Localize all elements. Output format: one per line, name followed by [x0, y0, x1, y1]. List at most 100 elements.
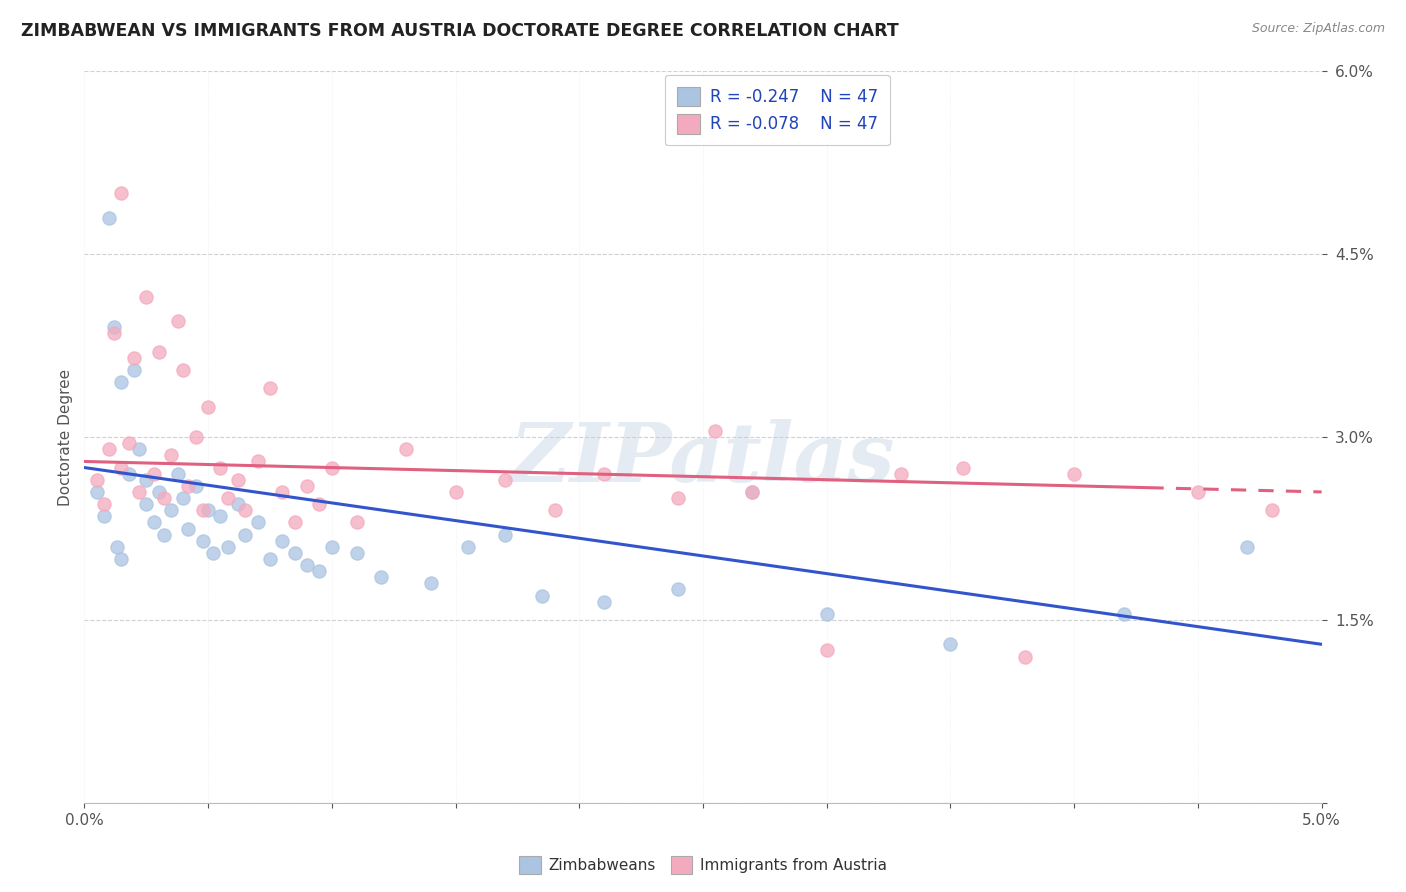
Point: [419, 576, 441, 591]
Point: [184, 430, 207, 444]
Text: Source: ZipAtlas.com: Source: ZipAtlas.com: [1251, 22, 1385, 36]
Point: [167, 314, 190, 328]
Point: [98, 442, 121, 457]
Point: [952, 460, 974, 475]
Point: [209, 460, 232, 475]
Point: [246, 516, 269, 530]
Point: [1063, 467, 1085, 481]
Point: [217, 491, 239, 505]
Point: [135, 497, 157, 511]
Point: [1112, 607, 1135, 621]
Point: [295, 479, 318, 493]
Point: [184, 479, 207, 493]
Point: [172, 491, 194, 505]
Point: [1261, 503, 1284, 517]
Point: [118, 467, 141, 481]
Point: [494, 473, 516, 487]
Point: [152, 491, 174, 505]
Point: [593, 467, 616, 481]
Point: [110, 552, 132, 566]
Point: [167, 467, 190, 481]
Point: [103, 326, 125, 341]
Point: [93, 509, 115, 524]
Point: [209, 509, 232, 524]
Point: [142, 516, 165, 530]
Point: [346, 546, 368, 560]
Point: [271, 533, 294, 548]
Point: [704, 424, 727, 438]
Point: [346, 516, 368, 530]
Point: [531, 589, 554, 603]
Point: [135, 473, 157, 487]
Point: [1187, 485, 1209, 500]
Point: [233, 527, 256, 541]
Point: [128, 485, 150, 500]
Point: [321, 460, 343, 475]
Point: [148, 344, 170, 359]
Point: [741, 485, 763, 500]
Point: [271, 485, 294, 500]
Point: [128, 442, 150, 457]
Point: [122, 351, 145, 365]
Point: [103, 320, 125, 334]
Point: [1236, 540, 1258, 554]
Point: [666, 582, 689, 597]
Point: [177, 479, 200, 493]
Point: [197, 503, 219, 517]
Point: [110, 375, 132, 389]
Point: [172, 363, 194, 377]
Point: [494, 527, 516, 541]
Point: [177, 521, 200, 535]
Point: [86, 485, 108, 500]
Point: [259, 381, 281, 395]
Point: [939, 637, 962, 651]
Point: [110, 186, 132, 201]
Point: [308, 564, 330, 578]
Legend: R = -0.247    N = 47, R = -0.078    N = 47: R = -0.247 N = 47, R = -0.078 N = 47: [665, 75, 890, 145]
Point: [815, 607, 838, 621]
Y-axis label: Doctorate Degree: Doctorate Degree: [58, 368, 73, 506]
Point: [593, 595, 616, 609]
Point: [110, 460, 132, 475]
Point: [295, 558, 318, 573]
Point: [741, 485, 763, 500]
Point: [148, 485, 170, 500]
Point: [98, 211, 121, 225]
Point: [233, 503, 256, 517]
Point: [246, 454, 269, 468]
Point: [160, 448, 183, 462]
Text: ZIMBABWEAN VS IMMIGRANTS FROM AUSTRIA DOCTORATE DEGREE CORRELATION CHART: ZIMBABWEAN VS IMMIGRANTS FROM AUSTRIA DO…: [21, 22, 898, 40]
Point: [152, 527, 174, 541]
Point: [122, 363, 145, 377]
Point: [395, 442, 418, 457]
Point: [226, 497, 249, 511]
Point: [217, 540, 239, 554]
Point: [890, 467, 912, 481]
Point: [284, 546, 307, 560]
Point: [93, 497, 115, 511]
Point: [444, 485, 467, 500]
Point: [815, 643, 838, 657]
Legend: Zimbabweans, Immigrants from Austria: Zimbabweans, Immigrants from Austria: [513, 850, 893, 880]
Point: [308, 497, 330, 511]
Point: [543, 503, 565, 517]
Point: [666, 491, 689, 505]
Point: [259, 552, 281, 566]
Text: ZIPatlas: ZIPatlas: [510, 419, 896, 499]
Point: [191, 533, 214, 548]
Point: [86, 473, 108, 487]
Point: [1014, 649, 1036, 664]
Point: [105, 540, 128, 554]
Point: [160, 503, 183, 517]
Point: [321, 540, 343, 554]
Point: [191, 503, 214, 517]
Point: [118, 436, 141, 450]
Point: [457, 540, 479, 554]
Point: [135, 290, 157, 304]
Point: [202, 546, 225, 560]
Point: [142, 467, 165, 481]
Point: [226, 473, 249, 487]
Point: [284, 516, 307, 530]
Point: [370, 570, 392, 584]
Point: [197, 400, 219, 414]
